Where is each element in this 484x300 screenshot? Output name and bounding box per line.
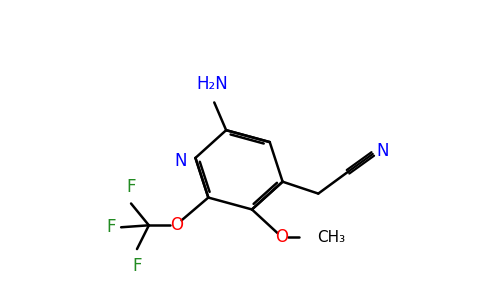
- Text: H₂N: H₂N: [197, 74, 228, 92]
- Text: O: O: [275, 228, 288, 246]
- Text: N: N: [174, 152, 186, 170]
- Text: F: F: [132, 257, 142, 275]
- Text: O: O: [170, 216, 183, 234]
- Text: CH₃: CH₃: [318, 230, 346, 245]
- Text: N: N: [377, 142, 389, 160]
- Text: F: F: [106, 218, 116, 236]
- Text: F: F: [126, 178, 136, 196]
